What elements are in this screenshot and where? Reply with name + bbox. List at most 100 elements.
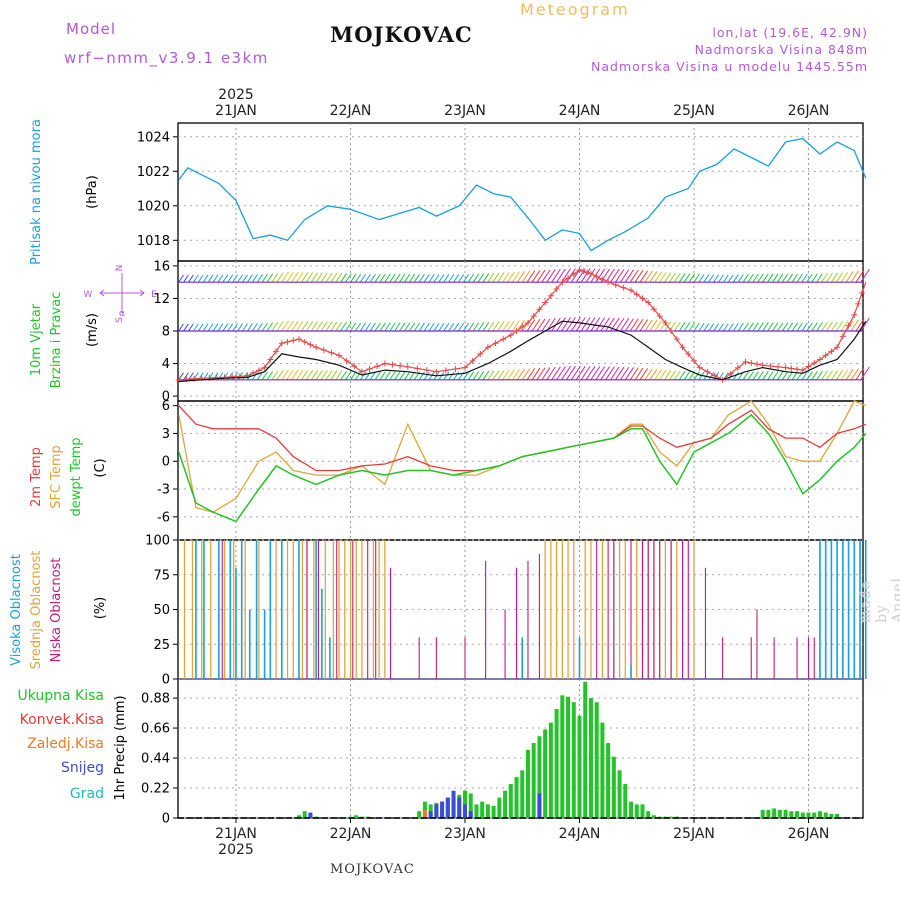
top-year-label: 2025 xyxy=(218,87,254,103)
total-precip-bar xyxy=(795,811,800,818)
wind-barb xyxy=(727,274,734,283)
wind-barb xyxy=(369,371,376,381)
wind-barb xyxy=(291,320,299,332)
wind-barb xyxy=(698,274,705,283)
top-day-label: 24JAN xyxy=(559,103,601,119)
total-precip-bar xyxy=(520,770,525,818)
wind-barb xyxy=(570,365,581,381)
wind-gust-marker xyxy=(839,333,846,340)
wind-barb xyxy=(654,369,663,381)
wind-barb xyxy=(732,323,739,332)
wind-barb xyxy=(619,366,630,381)
wind-barb xyxy=(850,319,859,332)
wind-barb xyxy=(487,321,495,332)
wind-gust-marker xyxy=(727,370,734,377)
compass-north: N xyxy=(115,265,125,272)
wind-barb xyxy=(487,272,495,283)
y-tick-label: 0.66 xyxy=(141,722,170,737)
wind-barb xyxy=(629,269,639,283)
wind-barb xyxy=(266,371,274,381)
wind-barb xyxy=(732,274,739,283)
wind-gust-marker xyxy=(742,358,749,365)
y-tick-label: 100 xyxy=(145,534,170,549)
wind-barb xyxy=(261,273,268,283)
wind-gust-marker xyxy=(404,363,411,370)
wind-barb xyxy=(359,371,366,381)
wind-barb xyxy=(507,271,515,283)
wind-gust-marker xyxy=(423,367,430,374)
total-precip-bar xyxy=(617,770,622,818)
bottom-day-label: 26JAN xyxy=(788,826,830,842)
y-tick-label: 12 xyxy=(153,292,170,307)
wind-barb xyxy=(777,371,784,381)
total-precip-bar xyxy=(772,808,777,818)
wind-barb xyxy=(860,317,870,332)
total-precip-bar xyxy=(514,777,519,818)
wind-gust-marker xyxy=(530,313,537,320)
total-precip-bar xyxy=(823,812,828,818)
top-day-label: 23JAN xyxy=(444,103,486,119)
wind-gust-marker xyxy=(366,365,373,372)
wind-barb xyxy=(276,370,284,381)
wind-barb xyxy=(703,323,710,332)
pressure-line xyxy=(178,137,867,252)
wind-gust-marker xyxy=(799,367,806,374)
wind-barb xyxy=(649,320,658,332)
footer-station: MOJKOVAC xyxy=(330,862,415,877)
wind-unit-label: (m/s) xyxy=(85,313,100,347)
snow-bar xyxy=(434,804,439,818)
wind-barb xyxy=(477,322,485,332)
wind-barb xyxy=(482,370,490,381)
wind-barb xyxy=(271,272,279,283)
pressure-unit-label: (hPa) xyxy=(85,175,100,209)
wind-barb xyxy=(305,321,314,332)
wind-gust-marker xyxy=(650,306,657,313)
model-elevation-label: Nadmorska Visina u modelu 1445.55m xyxy=(591,59,868,74)
wind-barb xyxy=(840,271,849,283)
wind-barb xyxy=(811,322,818,332)
snow-bar xyxy=(451,790,456,818)
wind-gust-marker xyxy=(477,351,484,358)
wind-barb xyxy=(197,323,204,332)
wind-gust-marker xyxy=(805,363,812,370)
y-tick-label: -6 xyxy=(157,510,170,525)
wind-gust-marker xyxy=(295,336,302,343)
total-precip-bar xyxy=(806,812,811,818)
wind-barb xyxy=(816,322,823,332)
y-tick-label: 25 xyxy=(153,638,170,653)
wind-barb xyxy=(806,273,813,283)
wind-barb xyxy=(315,370,323,381)
wind-barb xyxy=(345,371,352,381)
wind-barb xyxy=(433,274,440,283)
wind-barb xyxy=(855,269,865,283)
wind-gust-marker xyxy=(645,299,652,306)
wind-barb xyxy=(222,274,229,283)
wind-gust-marker xyxy=(542,299,549,306)
top-day-label: 22JAN xyxy=(330,103,372,119)
wind-barb xyxy=(767,371,774,381)
wind-barb xyxy=(649,271,658,283)
freezing-precip-bar xyxy=(422,809,427,818)
total-precip-bar xyxy=(588,698,593,818)
wind-barb xyxy=(698,322,705,332)
total-precip-bar xyxy=(548,722,553,818)
wind-barb xyxy=(320,272,328,283)
precip-legend-item: Grad xyxy=(70,786,104,802)
compass-east: E xyxy=(151,290,157,300)
wind-barb xyxy=(369,322,376,332)
wind-barb xyxy=(354,273,362,283)
wind-gust-marker xyxy=(336,352,343,359)
wind-gust-marker xyxy=(587,271,594,278)
cloud-side-label-3: Niska Oblacnost xyxy=(49,558,64,663)
wind-barb xyxy=(256,322,263,332)
wind-barb xyxy=(806,322,813,332)
wind-barb xyxy=(399,273,406,283)
wind-barb xyxy=(835,321,844,332)
wind-barb xyxy=(394,371,401,381)
wind-barb xyxy=(541,318,551,332)
wind-barb xyxy=(752,322,759,332)
wind-barb xyxy=(521,270,531,283)
wind-barb xyxy=(438,323,445,332)
wind-gust-marker xyxy=(278,340,285,347)
wind-barb xyxy=(212,274,219,283)
